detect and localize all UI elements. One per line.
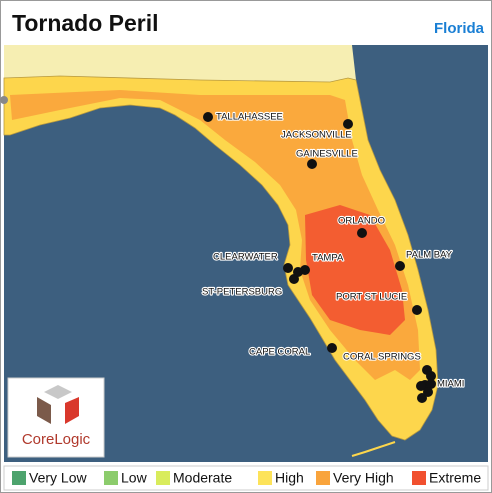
legend-swatch (412, 471, 426, 485)
city-dot (343, 119, 353, 129)
region-name: Florida (434, 20, 485, 37)
legend-label: Low (121, 470, 148, 486)
legend-swatch (316, 471, 330, 485)
logo: CoreLogic (7, 377, 105, 458)
city-label: GAINESVILLE (296, 149, 358, 160)
legend-label: Extreme (429, 470, 481, 486)
city-dot (293, 267, 303, 277)
legend-label: High (275, 470, 304, 486)
city-dot (357, 228, 367, 238)
city-label: PALM BAY (406, 250, 453, 261)
legend-swatch (104, 471, 118, 485)
city-label: CORAL SPRINGS (343, 352, 421, 363)
city-label: MIAMI (437, 379, 464, 390)
city-dot (416, 381, 426, 391)
legend-label: Very Low (29, 470, 87, 486)
city-dot (423, 387, 433, 397)
legend-swatch (258, 471, 272, 485)
keys (351, 441, 396, 457)
city-label: TAMPA (312, 253, 344, 264)
legend-label: Moderate (173, 470, 232, 486)
city-label: PORT ST LUCIE (336, 292, 407, 303)
legend-box (3, 465, 489, 491)
legend: Very Low Low Moderate High Very High Extreme (3, 465, 489, 491)
city-dot (426, 379, 436, 389)
city-dot (307, 159, 317, 169)
logo-text: CoreLogic (22, 431, 91, 448)
very-high-zone (10, 90, 420, 380)
city-label: JACKSONVILLE (281, 130, 352, 141)
city-label: CLEARWATER (213, 252, 278, 263)
legend-swatch (156, 471, 170, 485)
neighbor-states (4, 45, 356, 82)
title: Tornado Peril (12, 10, 159, 36)
legend-label: Very High (333, 470, 394, 486)
city-dot (426, 371, 436, 381)
city-dot (327, 343, 337, 353)
city-dot (412, 305, 422, 315)
city-label: ORLANDO (338, 216, 385, 227)
city-label: CAPE CORAL (249, 347, 310, 358)
city-dot (283, 263, 293, 273)
city-label: ST-PETERSBURG (202, 287, 282, 298)
logo-shape (44, 385, 72, 399)
logo-shape (65, 397, 79, 424)
extreme-zone (305, 205, 405, 335)
logo-shape (37, 397, 51, 424)
cities: TALLAHASSEE JACKSONVILLE GAINESVILLE ORLAND… (201, 110, 466, 403)
city-label: TALLAHASSEE (216, 112, 283, 123)
legend-swatch (12, 471, 26, 485)
city-dot (395, 261, 405, 271)
city-dot (203, 112, 213, 122)
marker (0, 96, 8, 104)
